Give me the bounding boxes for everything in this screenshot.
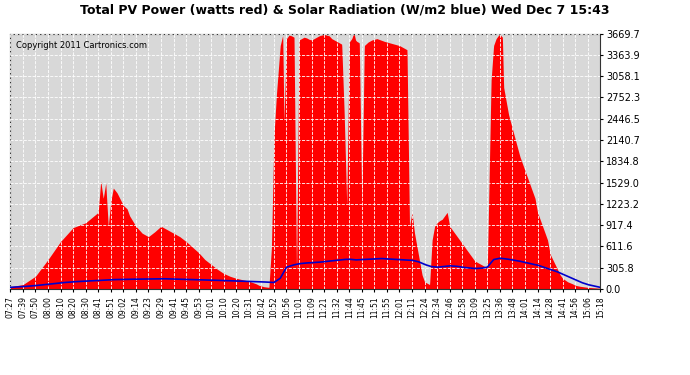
Text: Copyright 2011 Cartronics.com: Copyright 2011 Cartronics.com bbox=[17, 41, 147, 50]
Text: Total PV Power (watts red) & Solar Radiation (W/m2 blue) Wed Dec 7 15:43: Total PV Power (watts red) & Solar Radia… bbox=[80, 4, 610, 17]
